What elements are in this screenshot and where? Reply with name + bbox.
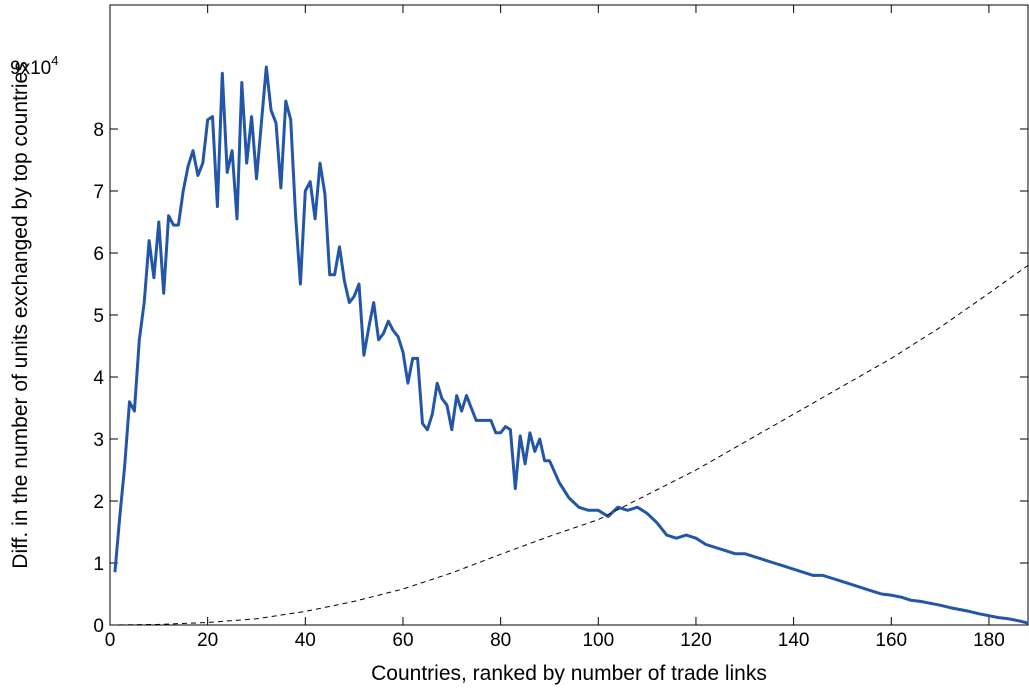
x-axis-title: Countries, ranked by number of trade lin… xyxy=(371,662,767,685)
x-tick-label: 160 xyxy=(875,630,907,651)
y-axis-title: Diff. in the number of units exchanged b… xyxy=(9,61,32,568)
y-tick-label: 2 xyxy=(93,492,104,513)
y-axis-ticks: 0 1 2 3 4 5 6 7 8 xyxy=(93,120,1028,637)
y-multiplier-label: 9x104 xyxy=(10,53,58,79)
series-layer xyxy=(109,65,1029,626)
y-tick-label: 0 xyxy=(93,616,104,637)
y-tick-label: 1 xyxy=(93,554,104,575)
y-multiplier-base: 9x10 xyxy=(10,58,51,79)
x-tick-label: 60 xyxy=(392,630,413,651)
x-axis-ticks: 0 20 40 60 80 100 120 140 160 180 xyxy=(105,5,1005,651)
x-tick-label: 0 xyxy=(105,630,116,651)
x-tick-label: 40 xyxy=(295,630,316,651)
data-series-line xyxy=(113,65,1029,625)
y-tick-label: 8 xyxy=(93,120,104,141)
x-tick-label: 100 xyxy=(582,630,614,651)
y-tick-label: 4 xyxy=(93,368,104,389)
plot-area xyxy=(109,4,1029,626)
x-tick-label: 80 xyxy=(490,630,511,651)
y-tick-label: 5 xyxy=(93,306,104,327)
y-tick-label: 3 xyxy=(93,430,104,451)
x-tick-label: 140 xyxy=(778,630,810,651)
y-tick-label: 6 xyxy=(93,244,104,265)
x-tick-label: 180 xyxy=(973,630,1005,651)
reference-dashed-line xyxy=(109,264,1029,626)
x-tick-label: 20 xyxy=(197,630,218,651)
y-tick-label: 7 xyxy=(93,182,104,203)
x-tick-label: 120 xyxy=(680,630,712,651)
y-multiplier-exponent: 4 xyxy=(51,53,58,68)
